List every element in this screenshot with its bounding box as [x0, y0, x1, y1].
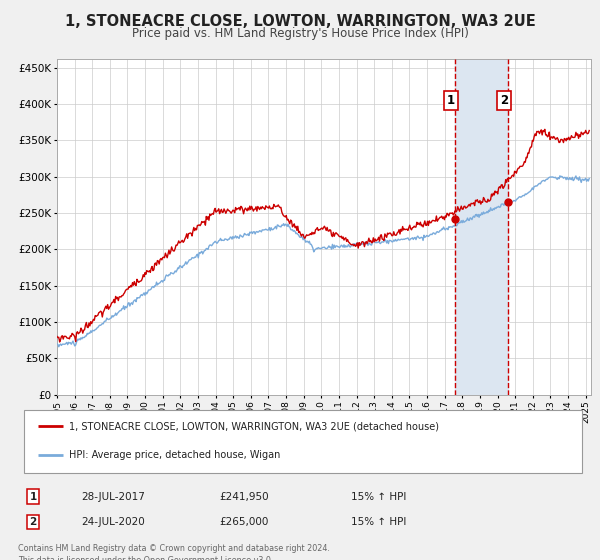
Text: £241,950: £241,950: [219, 492, 269, 502]
Text: 28-JUL-2017: 28-JUL-2017: [81, 492, 145, 502]
Text: 2: 2: [500, 94, 508, 107]
Text: 1, STONEACRE CLOSE, LOWTON, WARRINGTON, WA3 2UE: 1, STONEACRE CLOSE, LOWTON, WARRINGTON, …: [65, 14, 535, 29]
Text: 15% ↑ HPI: 15% ↑ HPI: [351, 492, 406, 502]
Bar: [455, 59, 508, 395]
Text: 1: 1: [29, 492, 37, 502]
Text: 15% ↑ HPI: 15% ↑ HPI: [351, 517, 406, 527]
Text: 1: 1: [447, 94, 455, 107]
Text: £265,000: £265,000: [219, 517, 268, 527]
Text: Price paid vs. HM Land Registry's House Price Index (HPI): Price paid vs. HM Land Registry's House …: [131, 27, 469, 40]
Text: 2: 2: [29, 517, 37, 527]
Text: 1, STONEACRE CLOSE, LOWTON, WARRINGTON, WA3 2UE (detached house): 1, STONEACRE CLOSE, LOWTON, WARRINGTON, …: [68, 421, 439, 431]
Text: HPI: Average price, detached house, Wigan: HPI: Average price, detached house, Wiga…: [68, 450, 280, 460]
Text: 24-JUL-2020: 24-JUL-2020: [81, 517, 145, 527]
Text: Contains HM Land Registry data © Crown copyright and database right 2024.
This d: Contains HM Land Registry data © Crown c…: [18, 544, 330, 560]
FancyBboxPatch shape: [24, 410, 582, 473]
